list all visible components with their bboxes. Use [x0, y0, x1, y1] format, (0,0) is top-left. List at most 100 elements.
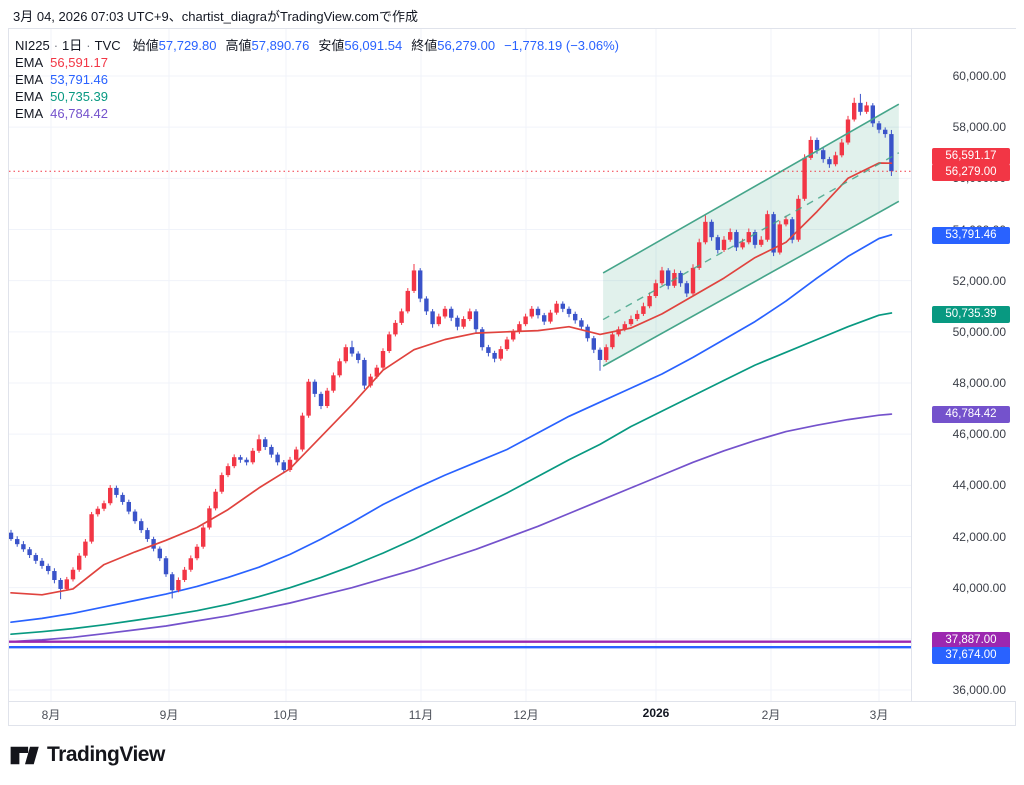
candle-body	[325, 390, 330, 407]
candle-body	[356, 353, 361, 360]
y-axis-label: 52,000.00	[952, 273, 1006, 288]
candle-body	[132, 511, 138, 522]
candle-body	[647, 296, 652, 307]
candle-body	[591, 338, 596, 350]
candle-body	[641, 306, 646, 314]
ema-label: EMA	[15, 72, 44, 87]
candle-body	[33, 555, 38, 561]
candle-body	[597, 349, 603, 360]
candle-body	[170, 574, 175, 591]
ema-legend-row[interactable]: EMA 53,791.46	[15, 71, 619, 88]
ema-legend-rows: EMA 56,591.17 EMA 53,791.46 EMA 50,735.39 EMA 4…	[15, 54, 619, 122]
candle-body	[306, 381, 311, 416]
candle-body	[374, 367, 379, 377]
candle-body	[163, 558, 169, 575]
footer-branding[interactable]: TradingView	[10, 739, 165, 771]
candle-body	[58, 579, 63, 589]
y-axis-label: 48,000.00	[952, 376, 1006, 390]
x-axis-label: 3月	[869, 708, 889, 722]
candle-body	[721, 239, 727, 250]
candle-body	[852, 102, 857, 120]
y-axis-label: 50,000.00	[952, 324, 1006, 339]
snapshot-attribution: 3月 04, 2026 07:03 UTC+9、chartist_diagraが…	[13, 9, 418, 24]
candle-body	[424, 298, 429, 312]
candle-body	[207, 508, 212, 528]
channel-mid-line[interactable]	[602, 152, 900, 321]
ema-legend-row[interactable]: EMA 46,784.42	[15, 105, 619, 122]
candle-body	[858, 102, 863, 112]
candle-body	[46, 565, 51, 572]
price-badge: 37,887.00	[932, 632, 1010, 649]
ema-label: EMA	[15, 55, 44, 70]
candle-body	[573, 313, 578, 321]
candle-body	[269, 446, 274, 455]
candle-body	[411, 270, 417, 291]
candle-body	[182, 569, 187, 580]
candle-body	[542, 315, 547, 322]
candle-body	[244, 459, 249, 463]
candle-body	[876, 123, 882, 130]
ohlc-value: 57,729.80	[158, 38, 217, 53]
ohlc-pair: 始値57,729.80	[133, 38, 217, 53]
candle-body	[232, 457, 237, 467]
ohlc-label: 安値	[318, 38, 345, 53]
candlestick-chart[interactable]	[9, 29, 911, 701]
candle-body	[95, 508, 100, 515]
channel-top-line[interactable]	[602, 103, 900, 274]
candle-body	[380, 351, 386, 368]
candle-body	[387, 334, 392, 352]
candle-body	[535, 308, 541, 316]
y-axis-label: 44,000.00	[952, 478, 1006, 493]
channel-bottom-line[interactable]	[602, 200, 900, 367]
ema-legend-row[interactable]: EMA 50,735.39	[15, 88, 619, 105]
candle-body	[814, 139, 820, 151]
y-axis-label: 40,000.00	[952, 580, 1006, 595]
candle-body	[746, 232, 751, 243]
candle-body	[250, 450, 255, 463]
candle-body	[802, 157, 807, 199]
candle-body	[827, 159, 832, 165]
candle-body	[734, 232, 739, 248]
ema-legend-row[interactable]: EMA 56,591.17	[15, 54, 619, 71]
x-axis-label: 2026	[642, 706, 670, 720]
candle-body	[728, 232, 733, 240]
symbol-name[interactable]: NI225	[15, 38, 50, 53]
chart-frame: NI225 · 1日 · TVC 始値57,729.80 高値57,890.76 安値56,0…	[8, 28, 1016, 726]
price-axis[interactable]: 60,000.0058,000.0056,000.0054,000.0052,0…	[911, 29, 1016, 701]
candle-body	[331, 375, 336, 391]
symbol-row[interactable]: NI225 · 1日 · TVC 始値57,729.80 高値57,890.76 安値56,0…	[15, 37, 619, 54]
candle-body	[430, 311, 435, 325]
exchange-label[interactable]: TVC	[94, 38, 121, 53]
candle-body	[616, 329, 621, 335]
candle-body	[176, 579, 181, 591]
candle-body	[554, 303, 559, 313]
candle-body	[15, 539, 20, 545]
candle-body	[715, 237, 720, 250]
candle-body	[777, 224, 782, 253]
candle-body	[442, 308, 448, 317]
candle-body	[83, 541, 88, 556]
candle-body	[436, 316, 441, 325]
candle-body	[188, 558, 193, 570]
ohlc-pair: 安値56,091.54	[318, 38, 402, 53]
candle-body	[796, 198, 801, 240]
candle-body	[703, 221, 708, 243]
candle-body	[151, 539, 156, 549]
candle-body	[455, 317, 460, 327]
time-axis[interactable]: 8月 9月 10月 11月 12月 2026 2月 3月	[9, 701, 1015, 725]
candle-body	[300, 415, 305, 450]
candle-body	[139, 521, 144, 531]
candle-body	[622, 324, 627, 330]
candle-body	[362, 359, 367, 386]
candle-body	[21, 544, 26, 550]
candle-body	[548, 312, 553, 322]
interval-label[interactable]: 1日	[62, 38, 83, 53]
candle-body	[771, 214, 776, 253]
price-pane[interactable]: NI225 · 1日 · TVC 始値57,729.80 高値57,890.76 安値56,0…	[9, 29, 911, 701]
EMA-slow-purple-line	[10, 413, 893, 643]
candle-body	[64, 579, 69, 589]
ohlc-values: 始値57,729.80 高値57,890.76 安値56,091.54 終値56,27…	[121, 38, 495, 53]
candle-body	[678, 272, 683, 284]
price-badge: 56,591.17	[932, 147, 1010, 165]
candle-body	[529, 308, 534, 317]
